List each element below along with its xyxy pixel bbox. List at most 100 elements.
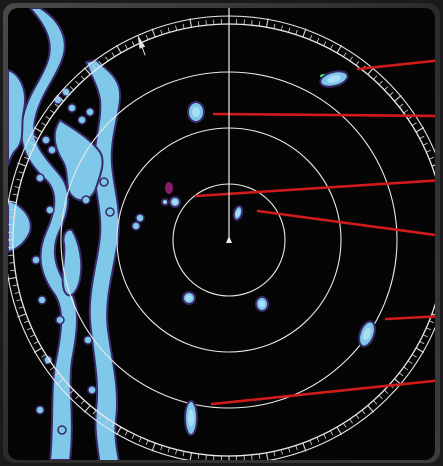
echo-core <box>259 300 265 308</box>
bearing-tick <box>160 445 163 451</box>
bearing-tick <box>14 186 20 189</box>
echo-core <box>188 409 194 427</box>
bearing-tick <box>92 65 97 71</box>
bearing-tick <box>258 453 261 459</box>
target-echo-5[interactable] <box>182 291 196 305</box>
land-clutter <box>35 173 45 183</box>
land-clutter <box>87 385 97 395</box>
bearing-tick <box>54 372 60 377</box>
land-clutter <box>99 177 109 187</box>
bearing-tick <box>323 433 327 439</box>
bearing-tick <box>16 178 22 181</box>
bearing-tick <box>9 216 15 218</box>
bearing-tick <box>288 27 291 33</box>
land-clutter <box>45 205 55 215</box>
own-ship-icon <box>226 236 232 243</box>
bearing-tick <box>145 34 149 40</box>
bearing-tick <box>9 262 15 264</box>
bearing-tick <box>18 306 24 309</box>
target-echo-4[interactable] <box>232 205 244 221</box>
bearing-tick <box>361 409 366 415</box>
bearing-scale <box>8 15 435 460</box>
land-clutter <box>135 213 145 223</box>
target-echo-1[interactable] <box>319 69 350 90</box>
echo-core <box>163 200 167 204</box>
bearing-tick <box>398 372 404 377</box>
bearing-tick <box>389 91 394 96</box>
land-echo <box>8 8 145 460</box>
bearing-tick <box>411 122 417 126</box>
bearing-tick <box>10 269 16 272</box>
land-clutter <box>41 135 51 145</box>
bearing-tick <box>49 366 55 371</box>
callout-line-3 <box>194 178 435 198</box>
bearing-tick <box>160 29 163 35</box>
callout-line-2 <box>212 112 435 118</box>
bearing-tick <box>288 447 291 453</box>
land-clutter <box>37 295 47 305</box>
bearing-tick <box>398 103 404 108</box>
bearing-tick <box>373 400 378 405</box>
target-echo-2[interactable] <box>187 101 205 123</box>
bearing-tick <box>41 122 47 126</box>
target-echo-7[interactable] <box>356 319 378 348</box>
bearing-tick <box>98 60 103 66</box>
bearing-tick <box>411 354 417 358</box>
bearing-tick <box>280 449 283 455</box>
land-clutter <box>57 425 67 435</box>
bearing-tick <box>309 34 313 40</box>
bearing-tick <box>251 20 253 26</box>
land-clutter <box>31 255 41 265</box>
bearing-tick <box>124 430 128 436</box>
bearing-tick <box>343 422 347 428</box>
bearing-tick <box>182 451 185 457</box>
bearing-tick <box>431 162 435 167</box>
target-echo-3[interactable] <box>169 196 181 208</box>
bearing-tick <box>378 80 383 85</box>
bearing-tick <box>131 41 135 47</box>
bearing-tick <box>33 135 39 139</box>
bearing-tick <box>431 313 435 318</box>
bearing-tick <box>105 418 109 424</box>
bearing-tick <box>426 149 432 153</box>
bearing-tick <box>422 334 428 338</box>
bearing-tick <box>295 29 298 35</box>
bearing-tick <box>384 389 389 394</box>
bearing-tick <box>403 366 409 371</box>
land-clutter <box>85 107 95 117</box>
bearing-tick <box>49 109 55 114</box>
bearing-tick <box>64 91 69 96</box>
target-echo-9[interactable] <box>161 182 173 206</box>
callout-line-6 <box>210 378 435 406</box>
bearing-tick <box>98 414 103 420</box>
bearing-tick <box>182 23 185 29</box>
bearing-tick <box>349 418 353 424</box>
bearing-tick <box>330 430 334 436</box>
echo-core <box>172 199 178 205</box>
callout-line-1 <box>356 58 435 71</box>
bearing-tick <box>343 52 347 58</box>
target-echoes[interactable] <box>161 69 378 436</box>
bearing-tick <box>378 395 383 400</box>
target-echo-6[interactable] <box>255 296 269 312</box>
bearing-tick <box>330 44 334 50</box>
bearing-tick <box>384 86 389 91</box>
north-marker-icon <box>137 34 146 56</box>
bearing-tick <box>23 156 29 160</box>
bearing-tick <box>167 27 170 33</box>
bearing-tick <box>26 327 32 331</box>
bearing-tick <box>45 116 51 120</box>
land-clutter <box>47 145 57 155</box>
bearing-tick <box>23 320 29 324</box>
callout-line-4 <box>256 209 435 238</box>
bearing-tick <box>111 52 115 58</box>
bearing-tick <box>422 142 428 146</box>
land-clutter <box>61 87 71 97</box>
land-clutter <box>81 195 91 205</box>
bearing-tick <box>30 334 36 338</box>
target-echo-8[interactable] <box>184 400 198 436</box>
bearing-tick <box>41 354 47 358</box>
bearing-tick <box>280 25 283 31</box>
